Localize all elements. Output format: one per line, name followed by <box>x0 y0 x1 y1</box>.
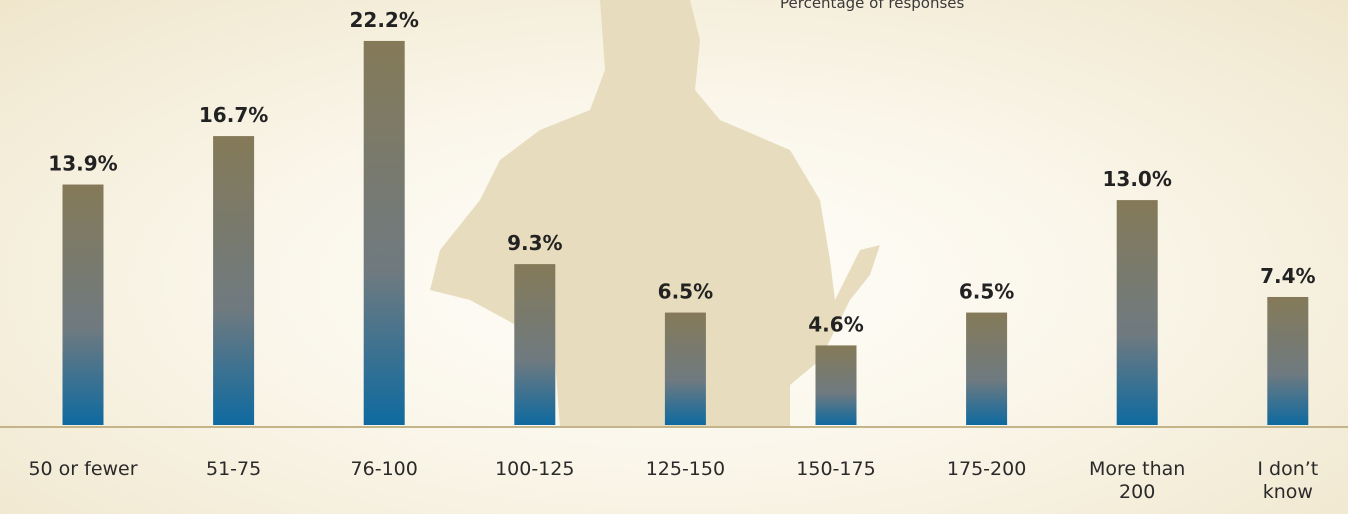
value-label: 13.0% <box>1103 167 1172 191</box>
x-tick-label: More than 200 <box>1089 458 1186 503</box>
bar <box>213 136 255 425</box>
bar <box>1116 200 1158 425</box>
value-label: 6.5% <box>658 280 713 304</box>
x-tick-label: 125-150 <box>645 458 726 480</box>
value-label: 6.5% <box>959 280 1014 304</box>
value-label: 9.3% <box>507 231 562 255</box>
subtitle: Percentage of responses <box>780 0 965 12</box>
bar <box>1267 296 1309 425</box>
value-label: 13.9% <box>48 152 117 176</box>
x-tick-label: 175-200 <box>946 458 1027 480</box>
bar <box>815 345 857 425</box>
silhouette <box>430 0 880 427</box>
bar <box>363 40 405 425</box>
value-label: 7.4% <box>1260 264 1315 288</box>
x-tick-label: 100-125 <box>495 458 575 480</box>
x-tick-label: 51-75 <box>205 458 262 480</box>
value-label: 4.6% <box>808 312 863 336</box>
bar <box>966 312 1008 425</box>
bar <box>62 184 104 425</box>
x-tick-label: I don’t know <box>1257 458 1319 503</box>
x-tick-label: 76-100 <box>350 458 418 480</box>
bar <box>514 264 556 425</box>
x-tick-label: 150-175 <box>796 458 876 480</box>
value-label: 22.2% <box>350 8 419 32</box>
x-tick-label: 50 or fewer <box>28 458 138 480</box>
bar <box>664 312 706 425</box>
value-label: 16.7% <box>199 103 268 127</box>
